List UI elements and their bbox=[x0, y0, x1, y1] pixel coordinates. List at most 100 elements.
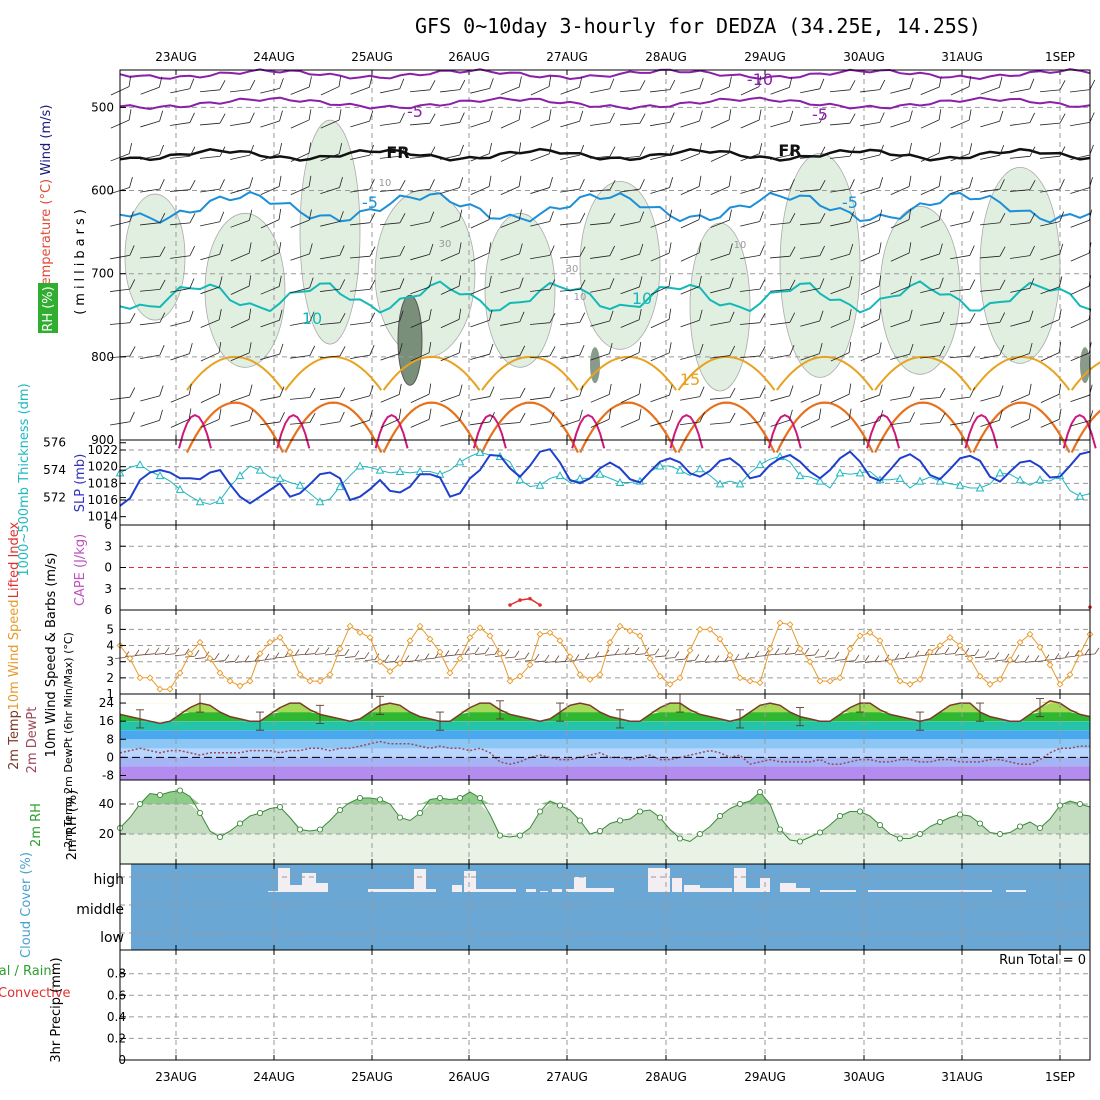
wind-speed-point bbox=[146, 674, 154, 682]
top-date-label: 28AUG bbox=[645, 50, 687, 64]
wind-barb bbox=[200, 80, 226, 93]
y-tick-label: 3 bbox=[104, 539, 112, 553]
wind-barb bbox=[290, 243, 313, 261]
wind-barb bbox=[140, 76, 163, 95]
wind-barb bbox=[500, 243, 523, 261]
wind-barb bbox=[920, 142, 942, 162]
wind-barb bbox=[200, 113, 226, 126]
wind-barb bbox=[110, 75, 132, 96]
thickness-point bbox=[1035, 475, 1045, 484]
wind-barb bbox=[530, 411, 555, 426]
wind-barb bbox=[650, 144, 674, 160]
wind-barb bbox=[620, 408, 642, 428]
top-date-label: 23AUG bbox=[155, 50, 197, 64]
wind-barb-10m bbox=[684, 654, 700, 662]
wind-barb bbox=[260, 78, 284, 94]
thickness-point bbox=[675, 465, 685, 474]
wind-barb bbox=[830, 146, 856, 159]
wind-barb bbox=[830, 80, 856, 93]
wind-barb bbox=[710, 209, 732, 228]
wind-barb bbox=[860, 112, 885, 127]
wind-barb bbox=[770, 409, 793, 427]
high-cloud-bar bbox=[780, 883, 796, 892]
top-date-label: 1SEP bbox=[1045, 50, 1075, 64]
wind-barb bbox=[860, 242, 882, 262]
rh2m-label: 2m RH bbox=[29, 803, 44, 847]
wind-barb bbox=[1040, 308, 1062, 328]
rh-point bbox=[176, 787, 184, 794]
isotherm-15 bbox=[874, 355, 972, 391]
wind-barb bbox=[410, 80, 436, 93]
thickness-point bbox=[795, 471, 805, 480]
wind-speed-point bbox=[206, 655, 214, 662]
wind-barb bbox=[770, 279, 796, 292]
wind-barb-10m bbox=[414, 653, 430, 662]
wind-barb bbox=[980, 212, 1006, 226]
wind-barb bbox=[770, 246, 796, 259]
rh-point bbox=[376, 796, 384, 803]
y-tick-label: 8 bbox=[106, 732, 114, 746]
wind-speed-point bbox=[656, 672, 664, 680]
wind-barb bbox=[380, 310, 404, 327]
wind-barb-10m bbox=[334, 648, 350, 657]
wind-barb bbox=[320, 211, 344, 227]
rh-contour-label: 10 bbox=[574, 292, 587, 303]
wind-speed-point bbox=[1076, 650, 1084, 658]
wind-barb bbox=[680, 309, 703, 328]
wind-barb bbox=[440, 384, 463, 403]
wind-barb-10m bbox=[354, 651, 370, 660]
wind-barb bbox=[710, 243, 733, 261]
wind-barb bbox=[1040, 408, 1062, 428]
wind-barb bbox=[980, 279, 1006, 292]
rh-contour-label: 30 bbox=[439, 239, 452, 250]
run-total-label: Run Total = 0 bbox=[999, 953, 1086, 968]
rh-point bbox=[216, 833, 224, 841]
high-cloud-bar bbox=[540, 891, 548, 892]
wind-speed-point bbox=[256, 650, 264, 658]
wind-speed-point bbox=[586, 676, 594, 683]
wind10m-label: 10m Wind Speed bbox=[7, 600, 22, 711]
wind-barb bbox=[680, 242, 702, 262]
wind-barb bbox=[560, 212, 586, 226]
isotherm-25 bbox=[964, 413, 999, 449]
wind-speed-point bbox=[286, 648, 294, 656]
thickness-point bbox=[135, 460, 145, 469]
wind-barb bbox=[1070, 79, 1096, 93]
wind-barb-10m bbox=[794, 647, 810, 656]
wind-barb bbox=[770, 312, 796, 326]
thickness-point bbox=[615, 477, 625, 486]
wind-speed-point bbox=[426, 635, 434, 643]
wind-barb bbox=[140, 144, 164, 160]
high-cloud-bar bbox=[268, 891, 278, 892]
high-cloud-bar bbox=[476, 889, 516, 892]
cloud-level-label: high bbox=[93, 872, 124, 888]
wind-barb bbox=[860, 384, 883, 403]
wind-barb bbox=[470, 175, 492, 195]
wind-barb bbox=[440, 144, 464, 160]
slp-line bbox=[119, 448, 1091, 507]
wind-barb-10m bbox=[504, 650, 520, 659]
wind-barb bbox=[980, 312, 1006, 326]
temp-band bbox=[120, 721, 1090, 731]
y-tick-label: 1 bbox=[106, 687, 114, 701]
wind-barb-10m bbox=[534, 654, 550, 663]
wind-10m-frame bbox=[119, 609, 1091, 695]
top-date-label: 27AUG bbox=[546, 50, 588, 64]
rh-point bbox=[336, 806, 344, 814]
wind-barb-10m bbox=[904, 650, 920, 659]
thickness-point bbox=[475, 447, 485, 456]
lifted-index-point bbox=[508, 603, 512, 607]
thickness-point bbox=[515, 475, 525, 484]
temp-band bbox=[120, 748, 1090, 758]
wind-barb bbox=[620, 243, 644, 261]
minmax-bar bbox=[976, 702, 984, 722]
cloud-cover-panel: low middle high bbox=[76, 863, 1091, 951]
wind-speed-point bbox=[626, 627, 634, 635]
wind-barb bbox=[650, 275, 672, 295]
thickness-point bbox=[995, 468, 1005, 477]
wind-barb bbox=[530, 312, 556, 325]
wind-barb bbox=[620, 113, 646, 126]
thickness-point bbox=[975, 483, 985, 492]
wind-barb bbox=[170, 146, 196, 159]
wind-barb-10m bbox=[874, 654, 890, 663]
